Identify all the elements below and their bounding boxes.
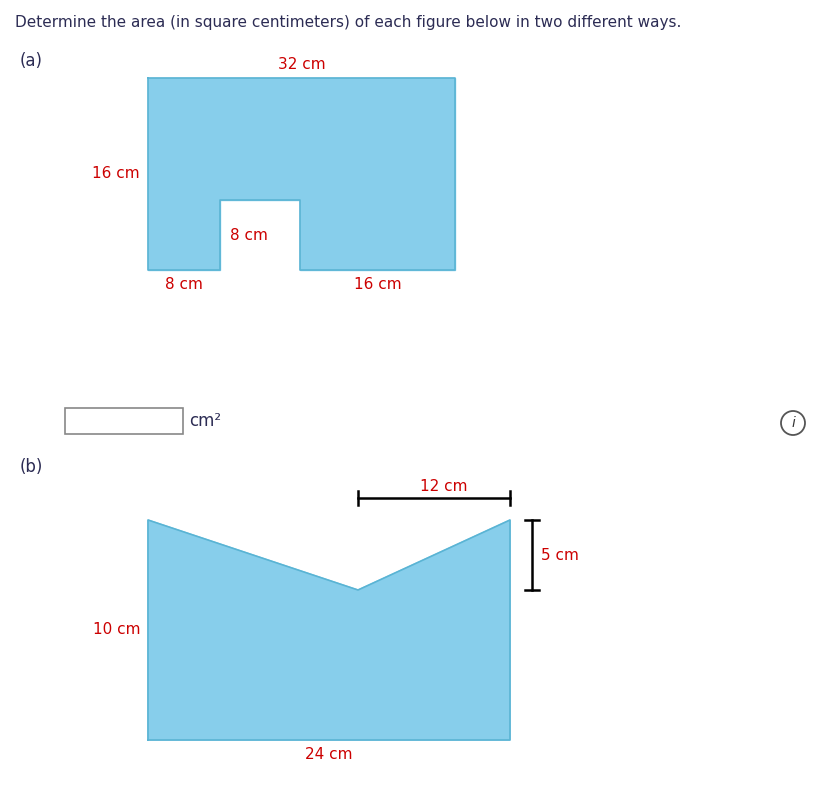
Polygon shape (148, 78, 455, 270)
Text: 32 cm: 32 cm (277, 57, 325, 72)
Text: 16 cm: 16 cm (354, 277, 401, 292)
Text: (a): (a) (20, 52, 43, 70)
Text: (b): (b) (20, 458, 44, 476)
Text: i: i (791, 416, 795, 430)
Bar (65, 408, 183, 434)
Text: 16 cm: 16 cm (93, 166, 140, 182)
Text: 8 cm: 8 cm (165, 277, 203, 292)
Text: Determine the area (in square centimeters) of each figure below in two different: Determine the area (in square centimeter… (15, 15, 681, 30)
Text: 24 cm: 24 cm (305, 747, 353, 762)
Polygon shape (148, 520, 510, 740)
Text: 5 cm: 5 cm (541, 547, 579, 563)
Text: 8 cm: 8 cm (230, 228, 268, 242)
Text: 10 cm: 10 cm (93, 623, 140, 637)
Text: 12 cm: 12 cm (420, 479, 468, 494)
Text: cm²: cm² (189, 412, 221, 430)
Circle shape (781, 411, 805, 435)
